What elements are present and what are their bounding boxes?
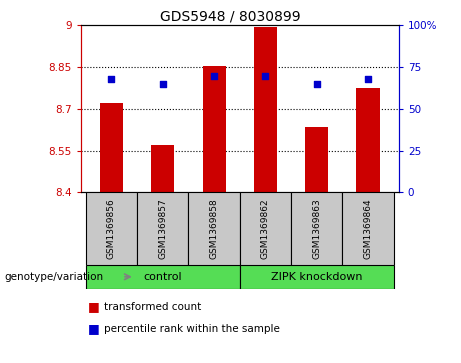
Point bbox=[210, 73, 218, 78]
Text: ■: ■ bbox=[88, 300, 99, 313]
Text: genotype/variation: genotype/variation bbox=[5, 272, 104, 282]
Bar bbox=[137, 192, 189, 265]
Point bbox=[108, 76, 115, 82]
Text: GSM1369864: GSM1369864 bbox=[363, 198, 372, 259]
Point bbox=[159, 81, 166, 87]
Bar bbox=[240, 265, 394, 289]
Bar bbox=[86, 265, 240, 289]
Bar bbox=[305, 127, 328, 192]
Point bbox=[364, 76, 372, 82]
Text: GSM1369857: GSM1369857 bbox=[158, 198, 167, 259]
Bar bbox=[100, 103, 123, 192]
Text: ZIPK knockdown: ZIPK knockdown bbox=[271, 272, 362, 282]
Text: GSM1369856: GSM1369856 bbox=[107, 198, 116, 259]
Bar bbox=[86, 192, 137, 265]
Point bbox=[262, 73, 269, 78]
Bar bbox=[254, 27, 277, 192]
Text: GSM1369862: GSM1369862 bbox=[261, 198, 270, 259]
Text: ■: ■ bbox=[88, 322, 99, 335]
Bar bbox=[151, 145, 174, 192]
Bar bbox=[240, 192, 291, 265]
Bar bbox=[291, 192, 343, 265]
Bar bbox=[189, 192, 240, 265]
Text: GSM1369863: GSM1369863 bbox=[312, 198, 321, 259]
Text: GSM1369858: GSM1369858 bbox=[210, 198, 219, 259]
Text: percentile rank within the sample: percentile rank within the sample bbox=[104, 323, 280, 334]
Point bbox=[313, 81, 320, 87]
Text: GDS5948 / 8030899: GDS5948 / 8030899 bbox=[160, 9, 301, 23]
Text: transformed count: transformed count bbox=[104, 302, 201, 312]
Text: control: control bbox=[143, 272, 182, 282]
Bar bbox=[202, 66, 225, 192]
Bar bbox=[356, 88, 379, 192]
Bar bbox=[343, 192, 394, 265]
